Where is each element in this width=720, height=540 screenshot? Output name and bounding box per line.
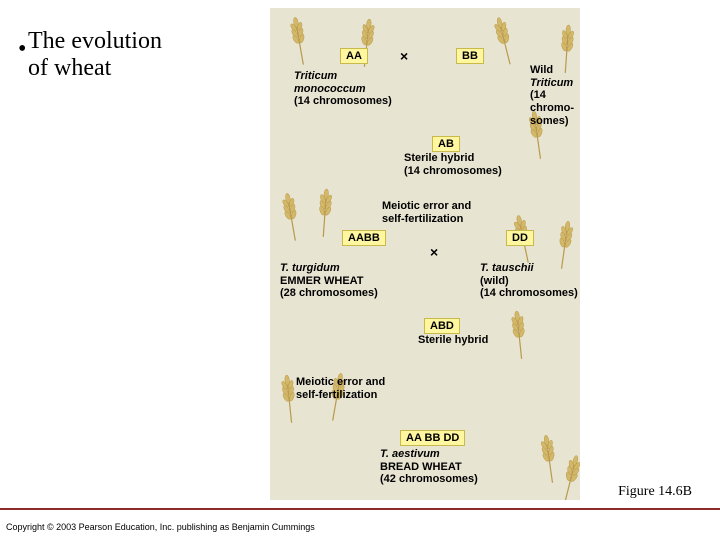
p1-line2: self-fertilization — [382, 213, 463, 225]
process-meiotic-error-1: Meiotic error and self-fertilization — [382, 200, 471, 225]
p2-line2: self-fertilization — [296, 389, 377, 401]
genome-bb-box: BB — [456, 48, 484, 64]
sh1-line2: (14 chromosomes) — [404, 165, 502, 177]
ta-line3: (14 chromosomes) — [480, 287, 578, 299]
page-title: The evolution of wheat — [28, 28, 162, 82]
tm-line3: (14 chromosomes) — [294, 95, 392, 107]
process-meiotic-error-2: Meiotic error and self-fertilization — [296, 376, 385, 401]
genome-abd-box: ABD — [424, 318, 460, 334]
tt-line1: T. turgidum — [280, 262, 340, 274]
genome-aabb-box: AABB — [342, 230, 386, 246]
genome-dd-box: DD — [506, 230, 534, 246]
cross-icon: × — [430, 244, 438, 260]
bullet-glyph: • — [18, 36, 26, 63]
evolution-diagram-panel: AA × BB Triticum monococcum (14 chromoso… — [270, 8, 580, 500]
fa-line1: T. aestivum — [380, 448, 440, 460]
tm-line2: monococcum — [294, 83, 366, 95]
ta-line2: (wild) — [480, 275, 509, 287]
wt-line4: somes) — [530, 115, 569, 127]
fa-line2: BREAD WHEAT — [380, 461, 462, 473]
figure-number: Figure 14.6B — [618, 484, 692, 500]
wt-line1: Wild — [530, 64, 553, 76]
copyright-text: Copyright © 2003 Pearson Education, Inc.… — [6, 522, 315, 532]
fa-line3: (42 chromosomes) — [380, 473, 478, 485]
p1-line1: Meiotic error and — [382, 200, 471, 212]
ta-line1: T. tauschii — [480, 262, 534, 274]
species-t-turgidum: T. turgidum EMMER WHEAT (28 chromosomes) — [280, 262, 378, 300]
species-t-aestivum: T. aestivum BREAD WHEAT (42 chromosomes) — [380, 448, 478, 486]
p2-line1: Meiotic error and — [296, 376, 385, 388]
wt-line2: Triticum — [530, 77, 573, 89]
species-triticum-monococcum: Triticum monococcum (14 chromosomes) — [294, 70, 392, 108]
species-t-tauschii: T. tauschii (wild) (14 chromosomes) — [480, 262, 578, 300]
genome-ab-box: AB — [432, 136, 460, 152]
cross-icon: × — [400, 48, 408, 64]
tt-line2: EMMER WHEAT — [280, 275, 364, 287]
sterile-hybrid-1: Sterile hybrid (14 chromosomes) — [404, 152, 502, 177]
sterile-hybrid-2: Sterile hybrid — [418, 334, 488, 347]
sh1-line1: Sterile hybrid — [404, 152, 474, 164]
genome-aabbdd-box: AA BB DD — [400, 430, 465, 446]
genome-aa-box: AA — [340, 48, 368, 64]
title-line1: The evolution — [28, 28, 162, 54]
wt-line3: (14 chromo- — [530, 89, 574, 114]
species-wild-triticum: Wild Triticum (14 chromo- somes) — [530, 64, 580, 127]
title-line2: of wheat — [28, 55, 111, 81]
footer-divider — [0, 508, 720, 510]
tm-line1: Triticum — [294, 70, 337, 82]
tt-line3: (28 chromosomes) — [280, 287, 378, 299]
